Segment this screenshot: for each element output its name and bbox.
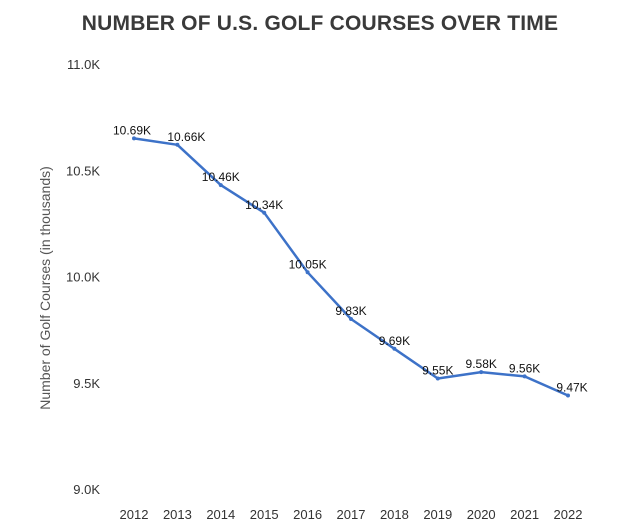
data-label: 9.47K — [556, 381, 587, 395]
x-tick-label: 2015 — [250, 507, 279, 522]
data-point — [522, 374, 527, 379]
data-point — [392, 346, 397, 351]
y-tick-label: 9.5K — [73, 376, 100, 391]
data-label: 10.05K — [289, 257, 327, 271]
data-label: 10.34K — [245, 198, 283, 212]
x-tick-label: 2021 — [510, 507, 539, 522]
data-point — [349, 317, 353, 321]
data-label: 9.56K — [509, 361, 540, 375]
data-point — [262, 210, 267, 215]
data-label: 10.46K — [202, 170, 240, 184]
data-label: 9.83K — [335, 304, 366, 318]
y-tick-label: 10.0K — [66, 270, 100, 285]
x-tick-label: 2016 — [293, 507, 322, 522]
data-label: 10.69K — [113, 123, 151, 137]
x-tick-label: 2012 — [120, 507, 149, 522]
data-point — [218, 183, 223, 188]
y-tick-label: 10.5K — [66, 163, 100, 178]
y-axis-title: Number of Golf Courses (in thousands) — [37, 166, 53, 410]
data-label: 9.55K — [422, 364, 453, 378]
data-label: 10.66K — [167, 130, 205, 144]
y-tick-label: 11.0K — [67, 57, 100, 72]
x-tick-label: 2014 — [206, 507, 235, 522]
data-labels: 10.69K 10.66K 10.46K 10.34K 10.05K 9.83K 9.69K… — [113, 123, 588, 394]
x-tick-label: 2017 — [337, 507, 366, 522]
y-axis-ticks: 9.0K 9.5K 10.0K 10.5K 11.0K — [66, 57, 100, 497]
y-tick-label: 9.0K — [73, 482, 100, 497]
chart-title: NUMBER OF U.S. GOLF COURSES OVER TIME — [81, 12, 559, 35]
x-tick-label: 2018 — [380, 507, 409, 522]
data-point — [305, 270, 310, 275]
data-point — [435, 376, 440, 381]
data-point — [566, 393, 570, 398]
data-point — [479, 370, 484, 375]
series-line-group — [132, 136, 570, 398]
series-line — [133, 137, 569, 397]
x-tick-label: 2019 — [423, 507, 452, 522]
x-tick-label: 2020 — [467, 507, 496, 522]
x-axis-ticks: 2012 2013 2014 2015 2016 2017 2018 2019 2020 2021… — [120, 507, 583, 522]
data-point — [132, 136, 136, 141]
data-label: 9.69K — [379, 334, 410, 348]
x-tick-label: 2022 — [554, 507, 583, 522]
x-tick-label: 2013 — [163, 507, 192, 522]
data-label: 9.58K — [466, 357, 497, 371]
data-point — [175, 142, 180, 147]
